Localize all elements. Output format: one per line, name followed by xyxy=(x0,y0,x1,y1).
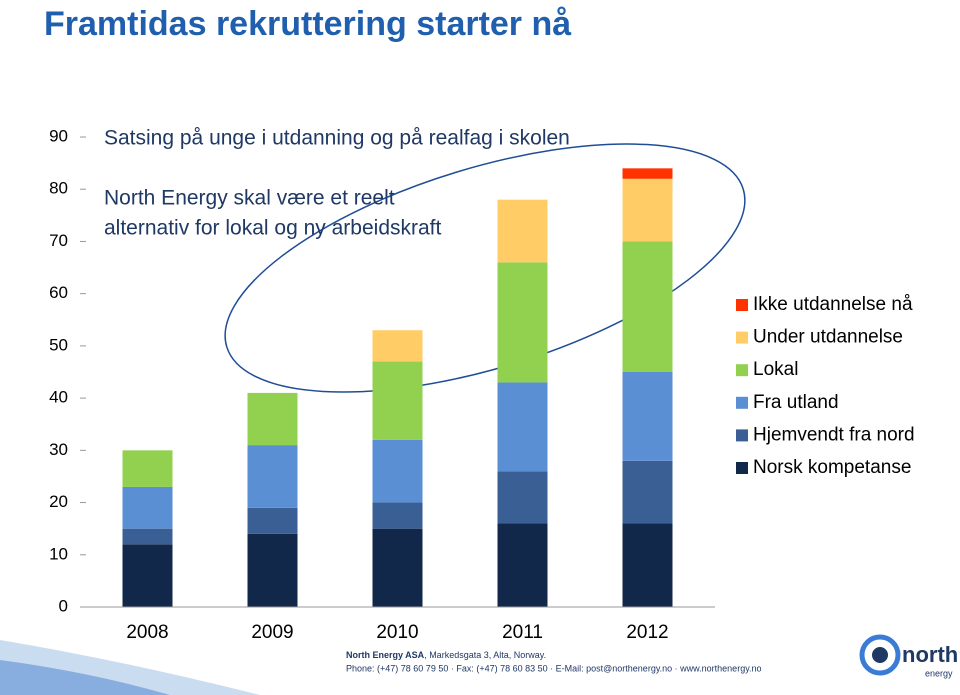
y-tick-label: 0 xyxy=(59,596,68,615)
footer-address: , Markedsgata 3, Alta, Norway. xyxy=(424,650,546,660)
bar-segment xyxy=(497,382,548,472)
legend-swatch xyxy=(736,429,748,442)
y-tick-label: 60 xyxy=(49,283,68,302)
decor-wave xyxy=(0,660,170,695)
legend-label: Lokal xyxy=(753,359,798,380)
title: Framtidas rekruttering starter nå xyxy=(44,5,571,43)
legend-swatch xyxy=(736,331,748,344)
bar-segment xyxy=(622,372,673,461)
legend-swatch xyxy=(736,364,748,377)
bar-segment xyxy=(497,471,548,524)
legend-label: Ikke utdannelse nå xyxy=(753,294,913,315)
bar-segment xyxy=(497,199,548,263)
footer-line: North Energy ASA, Markedsgata 3, Alta, N… xyxy=(346,650,546,660)
legend-label: Norsk kompetanse xyxy=(753,457,911,478)
plot: 0 10 20 30 40 50 60 70 80 90 2008 2009 2010 2011 2012 N… xyxy=(49,126,915,643)
bar-segment xyxy=(247,533,298,607)
bar-segment xyxy=(497,523,548,607)
y-tick-label: 90 xyxy=(49,126,68,145)
y-tick-label: 20 xyxy=(49,492,68,511)
bar-segment xyxy=(622,460,673,524)
legend-swatch xyxy=(736,396,748,409)
y-tick-label: 80 xyxy=(49,179,68,198)
x-tick-label: 2010 xyxy=(376,622,418,643)
y-tick-label: 10 xyxy=(49,544,68,563)
annotation: Satsing på unge i utdanning og på realfa… xyxy=(104,127,570,150)
x-tick-label: 2012 xyxy=(626,622,668,643)
logo-sub: energy xyxy=(925,668,953,678)
bar-segment xyxy=(372,502,423,529)
footer-company: North Energy ASA xyxy=(346,650,425,660)
bar-segment xyxy=(247,445,298,508)
legend-label: Under utdannelse xyxy=(753,327,903,348)
bar-segment xyxy=(122,528,173,545)
bar-segment xyxy=(122,486,173,529)
bar-segment xyxy=(622,241,673,372)
x-tick-label: 2011 xyxy=(502,622,543,643)
x-tick-label: 2009 xyxy=(251,622,293,643)
bar-segment xyxy=(622,168,673,179)
bar-segment xyxy=(122,544,173,607)
y-tick-label: 30 xyxy=(49,440,68,459)
logo-icon xyxy=(859,634,901,676)
legend-swatch xyxy=(736,462,748,474)
bar-segment xyxy=(372,439,423,503)
logo-name: north xyxy=(902,642,958,667)
bar-segment xyxy=(372,361,423,440)
logo-icon xyxy=(872,647,888,663)
annotation: alternativ for lokal og ny arbeidskraft xyxy=(104,217,441,240)
bar-segment xyxy=(372,528,423,607)
legend-swatch xyxy=(736,299,748,311)
y-tick-label: 70 xyxy=(49,231,68,250)
bar-segment xyxy=(247,392,298,446)
bar-segment xyxy=(372,330,423,362)
bar-segment xyxy=(622,523,673,607)
bar-segment xyxy=(497,262,548,383)
annotation: North Energy skal være et reelt xyxy=(104,187,395,210)
footer-contact: Phone: (+47) 78 60 79 50 · Fax: (+47) 78… xyxy=(346,663,762,673)
x-tick-label: 2008 xyxy=(126,622,168,643)
legend-label: Hjemvendt fra nord xyxy=(753,424,915,445)
bar-segment xyxy=(122,450,173,487)
y-tick-label: 50 xyxy=(49,335,68,354)
bar-segment xyxy=(247,507,298,534)
legend-label: Fra utland xyxy=(753,392,839,413)
y-tick-label: 40 xyxy=(49,388,68,407)
bar-segment xyxy=(622,178,673,242)
